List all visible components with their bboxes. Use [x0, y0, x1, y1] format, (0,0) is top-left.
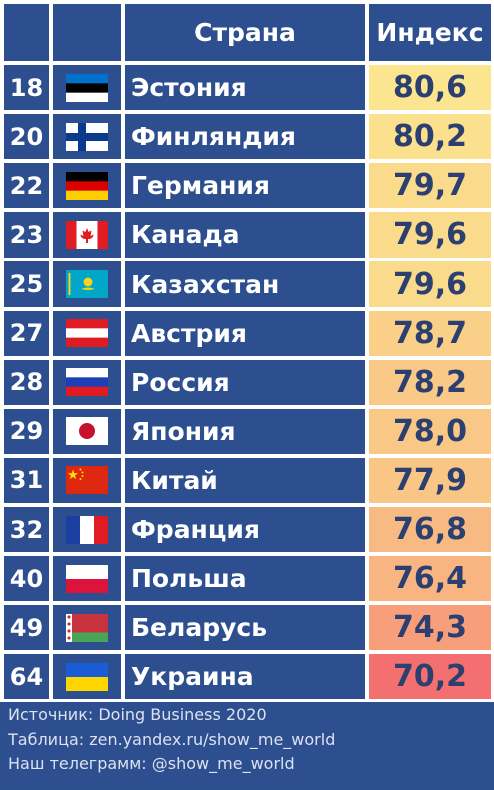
- country-name: Россия: [125, 359, 365, 405]
- rank-cell: 28: [4, 359, 49, 405]
- country-name: Беларусь: [125, 605, 365, 651]
- country-name: Канада: [125, 212, 365, 258]
- canada-flag-icon: [66, 220, 108, 249]
- flag-cell: [53, 65, 121, 111]
- japan-flag-icon: [66, 417, 108, 446]
- country-name: Германия: [125, 163, 365, 209]
- country-name: Эстония: [125, 65, 365, 111]
- header-index: Индекс: [369, 4, 491, 61]
- rank-cell: 32: [4, 506, 49, 553]
- header-country: Страна: [125, 4, 365, 61]
- belarus-flag-icon: [66, 613, 108, 642]
- country-name: Австрия: [125, 310, 365, 356]
- country-name: Польша: [125, 556, 365, 602]
- flag-cell: [53, 212, 121, 258]
- footer-telegram: Наш телеграмм: @show_me_world: [8, 754, 295, 773]
- footer: Источник: Doing Business 2020 Таблица: z…: [8, 703, 492, 777]
- index-value: 74,3: [369, 605, 491, 651]
- flag-cell: [53, 261, 121, 307]
- index-value: 79,7: [369, 163, 491, 209]
- index-value: 76,4: [369, 556, 491, 602]
- rank-cell: 25: [4, 261, 49, 307]
- index-value: 79,6: [369, 261, 491, 307]
- footer-source: Источник: Doing Business 2020: [8, 705, 267, 724]
- rank-cell: 23: [4, 212, 49, 258]
- index-value: 78,7: [369, 310, 491, 356]
- rank-cell: 64: [4, 654, 49, 700]
- rank-cell: 31: [4, 457, 49, 504]
- index-value: 70,2: [369, 654, 491, 700]
- ukraine-flag-icon: [66, 662, 108, 691]
- country-name: Казахстан: [125, 261, 365, 307]
- flag-cell: [53, 310, 121, 356]
- kazakhstan-flag-icon: [66, 270, 108, 299]
- rank-cell: 29: [4, 408, 49, 454]
- rank-cell: 27: [4, 310, 49, 356]
- index-value: 76,8: [369, 506, 491, 553]
- russia-flag-icon: [66, 368, 108, 397]
- country-name: Япония: [125, 408, 365, 454]
- flag-cell: [53, 506, 121, 553]
- country-name: Украина: [125, 654, 365, 700]
- austria-flag-icon: [66, 319, 108, 348]
- france-flag-icon: [66, 515, 108, 544]
- footer-table-link: Таблица: zen.yandex.ru/show_me_world: [8, 729, 336, 749]
- index-value: 78,2: [369, 359, 491, 405]
- ranking-table: Страна Индекс 18 Эстония 80,6 20 Финляндия 8…: [0, 0, 494, 702]
- flag-cell: [53, 408, 121, 454]
- header-flag-cell: [53, 4, 121, 61]
- rank-cell: 40: [4, 556, 49, 602]
- finland-flag-icon: [66, 122, 108, 151]
- flag-cell: [53, 556, 121, 602]
- rank-cell: 49: [4, 605, 49, 651]
- poland-flag-icon: [66, 564, 108, 593]
- index-value: 77,9: [369, 457, 491, 504]
- rank-cell: 20: [4, 114, 49, 160]
- estonia-flag-icon: [66, 73, 108, 102]
- country-name: Финляндия: [125, 114, 365, 160]
- index-value: 80,2: [369, 114, 491, 160]
- flag-cell: [53, 654, 121, 700]
- index-value: 78,0: [369, 408, 491, 454]
- index-value: 79,6: [369, 212, 491, 258]
- country-name: Китай: [125, 457, 365, 504]
- germany-flag-icon: [66, 171, 108, 200]
- china-flag-icon: [66, 466, 108, 495]
- rank-cell: 22: [4, 163, 49, 209]
- flag-cell: [53, 163, 121, 209]
- index-value: 80,6: [369, 65, 491, 111]
- country-name: Франция: [125, 506, 365, 553]
- flag-cell: [53, 457, 121, 504]
- flag-cell: [53, 605, 121, 651]
- flag-cell: [53, 114, 121, 160]
- rank-cell: 18: [4, 65, 49, 111]
- flag-cell: [53, 359, 121, 405]
- header-rank-cell: [4, 4, 49, 61]
